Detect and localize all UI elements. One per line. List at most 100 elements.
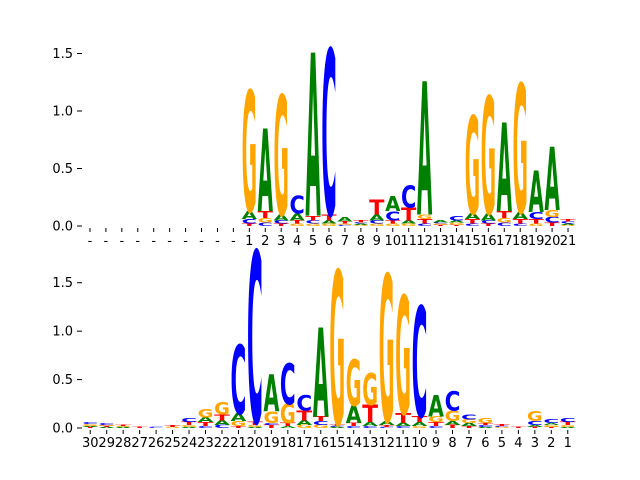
logo-letter-a: A xyxy=(329,427,346,428)
logo-letter-a: A xyxy=(231,411,247,423)
logo-letter-g: G xyxy=(465,89,480,246)
logo-letter-a: A xyxy=(321,220,338,225)
logo-letter-c: C xyxy=(353,222,368,224)
logo-letter-t: T xyxy=(242,223,257,227)
logo-letter-c: C xyxy=(497,222,512,228)
logo-letter-t: T xyxy=(510,427,527,429)
x-tick-label: 26 xyxy=(148,436,165,451)
x-tick-label: 6 xyxy=(481,436,489,451)
logo-letter-g: G xyxy=(329,230,345,475)
x-tick-label: 4 xyxy=(293,234,301,249)
logo-letter-a: A xyxy=(198,416,214,424)
logo-letter-t: T xyxy=(497,210,513,221)
logo-letter-g: G xyxy=(417,214,432,221)
logo-letter-a: A xyxy=(461,423,478,428)
x-tick-label: 28 xyxy=(115,436,132,451)
x-tick-label: 8 xyxy=(357,234,365,249)
logo-letter-a: A xyxy=(401,220,418,225)
logo-letter-t: T xyxy=(313,415,329,423)
logo-letter-t: T xyxy=(198,421,215,427)
logo-letter-g: G xyxy=(214,399,230,419)
logo-letter-t: T xyxy=(417,218,433,225)
x-tick-label: 5 xyxy=(498,436,506,451)
logo-letter-g: G xyxy=(445,408,461,425)
logo-letter-t: T xyxy=(428,421,445,427)
x-tick-label: 10 xyxy=(411,436,428,451)
x-tick-label: - xyxy=(231,234,236,249)
logo-letter-g: G xyxy=(560,225,575,227)
logo-letter-c: C xyxy=(543,418,559,424)
logo-letter-t: T xyxy=(527,427,544,429)
x-tick-label: 11 xyxy=(400,234,417,249)
y-tick-label: 1.5 xyxy=(52,47,73,62)
logo-letter-a: A xyxy=(362,421,378,427)
logo-letter-g: G xyxy=(198,406,214,420)
logo-letter-t: T xyxy=(481,223,496,227)
logo-letter-a: A xyxy=(181,427,198,428)
x-tick-label: 9 xyxy=(373,234,381,249)
logo-letter-c: C xyxy=(181,417,197,423)
logo-letter-c: C xyxy=(296,392,312,417)
logo-letter-c: C xyxy=(337,225,352,227)
logo-letter-c: C xyxy=(529,210,544,221)
x-tick-label: 4 xyxy=(514,436,522,451)
logo-letter-g: G xyxy=(353,225,368,227)
logo-letter-a: A xyxy=(214,419,230,427)
logo-letter-t: T xyxy=(412,415,428,424)
logo-letter-a: A xyxy=(560,223,576,225)
logo-letter-c: C xyxy=(329,426,345,428)
logo-letter-t: T xyxy=(346,422,363,427)
y-tick-label: 0.5 xyxy=(52,162,73,177)
logo-letter-a: A xyxy=(529,161,544,226)
logo-letter-c: C xyxy=(560,417,576,423)
logo-letter-a: A xyxy=(242,209,258,222)
logo-letter-a: A xyxy=(274,213,290,222)
logo-letter-a: A xyxy=(428,390,444,424)
logo-letter-a: A xyxy=(544,130,559,231)
logo-letter-t: T xyxy=(544,222,559,228)
x-tick-label: 30 xyxy=(82,436,99,451)
logo-letter-a: A xyxy=(478,427,495,428)
x-tick-label: 22 xyxy=(214,436,231,451)
x-tick-label: - xyxy=(215,234,220,249)
logo-letter-c: C xyxy=(428,426,444,429)
logo-letter-g: G xyxy=(231,421,247,428)
y-tick-label: 0.0 xyxy=(52,220,73,235)
logo-letter-a: A xyxy=(305,10,320,269)
logo-letter-c: C xyxy=(461,413,477,421)
x-tick-label: 13 xyxy=(362,436,379,451)
x-tick-label: 7 xyxy=(465,436,473,451)
x-tick-label: 1 xyxy=(245,234,253,249)
logo-letter-g: G xyxy=(263,410,279,428)
logo-letter-t: T xyxy=(296,408,312,423)
logo-letter-t: T xyxy=(461,426,478,429)
logo-letter-c: C xyxy=(313,420,329,426)
x-tick-label: 16 xyxy=(312,436,329,451)
logo-letter-c: C xyxy=(560,221,575,225)
y-tick-label: 0.5 xyxy=(52,373,73,388)
logo-letter-t: T xyxy=(132,427,149,429)
x-tick-label: - xyxy=(88,234,93,249)
x-tick-label: 29 xyxy=(98,436,115,451)
logo-letter-a: A xyxy=(417,44,432,258)
logo-letter-t: T xyxy=(305,215,321,222)
logo-letter-c: C xyxy=(362,426,378,429)
logo-letter-g: G xyxy=(362,365,378,415)
logo-letter-g: G xyxy=(99,425,115,427)
logo-letter-t: T xyxy=(362,400,378,428)
x-tick-label: 14 xyxy=(345,436,362,451)
logo-letter-g: G xyxy=(115,426,131,428)
logo-letter-t: T xyxy=(280,422,297,427)
x-tick-label: 21 xyxy=(230,436,247,451)
logo-letter-c: C xyxy=(247,205,263,478)
x-tick-label: 15 xyxy=(464,234,481,249)
logo-letter-t: T xyxy=(560,422,577,427)
x-tick-label: - xyxy=(119,234,124,249)
logo-letter-c: C xyxy=(258,222,273,228)
logo-letter-c: C xyxy=(369,219,384,225)
logo-letter-a: A xyxy=(296,419,312,427)
logo-letter-t: T xyxy=(369,196,385,220)
logo-letter-c: C xyxy=(242,218,257,225)
logo-letter-a: A xyxy=(543,423,560,426)
logo-letter-t: T xyxy=(445,424,462,429)
